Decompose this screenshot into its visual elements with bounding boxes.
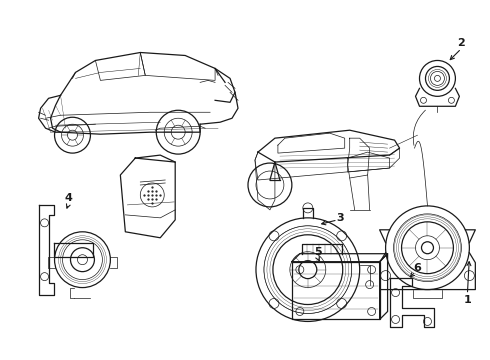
Bar	[292, 262, 380, 319]
Text: 4: 4	[65, 193, 73, 203]
Text: 5: 5	[314, 247, 321, 257]
Text: 3: 3	[336, 213, 343, 223]
Text: 6: 6	[414, 263, 421, 273]
Text: 1: 1	[464, 294, 471, 305]
Text: 2: 2	[458, 37, 466, 48]
